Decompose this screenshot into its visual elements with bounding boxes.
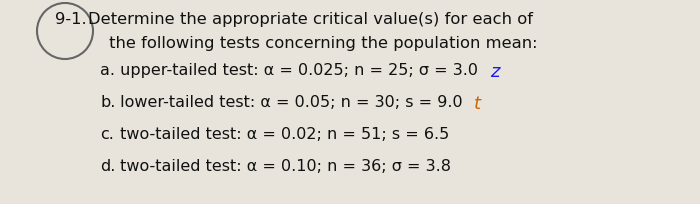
Text: lower-tailed test: α = 0.05; n = 30; s = 9.0: lower-tailed test: α = 0.05; n = 30; s =… [115, 94, 463, 110]
Text: b.: b. [100, 94, 116, 110]
Text: two-tailed test: α = 0.02; n = 51; s = 6.5: two-tailed test: α = 0.02; n = 51; s = 6… [115, 126, 449, 141]
Text: z: z [490, 63, 500, 81]
Text: upper-tailed test: α = 0.025; n = 25; σ = 3.0: upper-tailed test: α = 0.025; n = 25; σ … [115, 63, 478, 78]
Text: Determine the appropriate critical value(s) for each of: Determine the appropriate critical value… [88, 12, 533, 27]
Text: the following tests concerning the population mean:: the following tests concerning the popul… [88, 36, 538, 51]
Text: a.: a. [100, 63, 115, 78]
Text: 9-1.: 9-1. [55, 12, 87, 27]
Text: t: t [474, 94, 481, 112]
Text: c.: c. [100, 126, 114, 141]
Text: d.: d. [100, 158, 116, 173]
Text: two-tailed test: α = 0.10; n = 36; σ = 3.8: two-tailed test: α = 0.10; n = 36; σ = 3… [115, 158, 451, 173]
